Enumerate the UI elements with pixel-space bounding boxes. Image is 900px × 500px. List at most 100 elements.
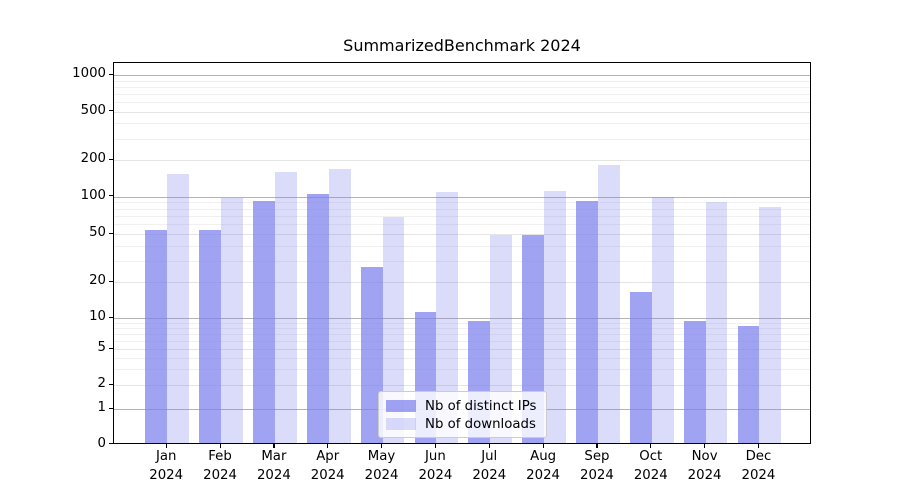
y-gridline-minor [114, 369, 810, 371]
bar-distinct-ips [737, 326, 760, 443]
bar-downloads [221, 197, 243, 443]
plot-area [113, 62, 811, 444]
y-gridline-minor [114, 333, 810, 335]
x-tick-mark [165, 444, 167, 448]
x-tick-label: Jan 2024 [149, 449, 184, 483]
y-gridline-minor [114, 260, 810, 262]
bar-downloads [490, 234, 513, 443]
y-gridline-minor [114, 123, 810, 125]
y-gridline-minor [114, 340, 810, 342]
x-tick-label: Jul 2024 [472, 449, 507, 483]
y-tick-label: 1 [97, 400, 106, 415]
x-tick-mark [542, 444, 544, 448]
x-tick-label: Dec 2024 [741, 449, 776, 483]
legend: Nb of distinct IPs Nb of downloads [378, 391, 547, 438]
y-tick-mark [109, 407, 113, 409]
bar-distinct-ips [253, 200, 275, 443]
bar-distinct-ips [522, 234, 545, 443]
legend-label: Nb of downloads [425, 416, 536, 432]
x-tick-mark [704, 444, 706, 448]
y-gridline-minor [114, 80, 810, 82]
chart-title: SummarizedBenchmark 2024 [343, 36, 581, 55]
y-gridline-minor [114, 322, 810, 324]
y-tick-mark [109, 158, 113, 160]
x-tick-mark [381, 444, 383, 448]
legend-row: Nb of downloads [386, 415, 538, 433]
x-tick-label: Oct 2024 [633, 449, 668, 483]
bar-distinct-ips [306, 194, 329, 443]
y-tick-mark [109, 280, 113, 282]
y-gridline-minor [114, 101, 810, 103]
y-tick-mark [109, 110, 113, 112]
x-tick-mark [596, 444, 598, 448]
legend-row: Nb of distinct IPs [386, 397, 538, 415]
y-tick-label: 0 [97, 435, 106, 451]
y-tick-label: 100 [80, 187, 106, 203]
y-gridline-minor [114, 357, 810, 359]
y-gridline [114, 234, 810, 235]
y-gridline-minor [114, 327, 810, 329]
bar-distinct-ips [145, 230, 168, 443]
y-tick-label: 5 [97, 340, 106, 355]
y-tick-mark [109, 316, 113, 318]
bar-downloads [382, 217, 405, 443]
x-tick-mark [273, 444, 275, 448]
x-tick-label: Apr 2024 [310, 449, 345, 483]
y-gridline-minor [114, 245, 810, 247]
legend-swatch [386, 399, 416, 413]
y-gridline-minor [114, 224, 810, 226]
bar-downloads [651, 197, 674, 443]
y-gridline-minor [114, 202, 810, 204]
x-tick-label: May 2024 [364, 449, 399, 483]
y-gridline [114, 160, 810, 161]
y-tick-label: 10 [89, 309, 106, 324]
y-gridline-minor [114, 138, 810, 140]
bar-downloads [597, 165, 620, 443]
bar-downloads [167, 174, 189, 443]
bar-distinct-ips [576, 200, 598, 443]
x-tick-mark [650, 444, 652, 448]
y-gridline [114, 385, 810, 386]
x-tick-mark [488, 444, 490, 448]
bar-distinct-ips [629, 292, 652, 443]
y-tick-label: 1000 [72, 66, 106, 81]
y-tick-mark [109, 73, 113, 75]
x-tick-mark [327, 444, 329, 448]
y-tick-mark [109, 195, 113, 197]
y-gridline [114, 282, 810, 283]
bar-downloads [274, 172, 297, 443]
y-gridline-major [114, 196, 810, 198]
y-tick-label: 200 [80, 151, 106, 166]
x-tick-mark [434, 444, 437, 448]
y-gridline [114, 349, 810, 350]
y-gridline-major [114, 75, 810, 76]
y-tick-label: 20 [89, 273, 106, 288]
bar-downloads [436, 191, 459, 443]
x-tick-label: Nov 2024 [687, 449, 722, 483]
bar-distinct-ips [360, 266, 383, 443]
legend-swatch [386, 417, 416, 431]
bar-downloads [759, 207, 782, 443]
bar-distinct-ips [199, 230, 222, 443]
y-gridline-minor [114, 215, 810, 217]
x-tick-label: Sep 2024 [579, 449, 614, 483]
legend-label: Nb of distinct IPs [425, 398, 537, 414]
y-tick-label: 500 [80, 102, 106, 118]
y-gridline [114, 111, 810, 113]
y-tick-mark [109, 443, 113, 445]
x-tick-mark [219, 444, 221, 448]
y-tick-label: 50 [89, 225, 106, 240]
x-tick-label: Aug 2024 [526, 449, 560, 483]
x-tick-label: Jun 2024 [418, 449, 453, 483]
y-tick-mark [109, 383, 113, 385]
y-tick-label: 2 [97, 376, 106, 391]
bar-distinct-ips [683, 321, 706, 443]
bar-downloads [544, 191, 566, 443]
y-gridline-major [114, 318, 810, 319]
y-gridline-minor [114, 93, 810, 95]
bar-downloads [328, 169, 351, 443]
y-tick-mark [109, 347, 113, 349]
x-tick-mark [757, 444, 760, 448]
x-tick-label: Mar 2024 [256, 449, 291, 483]
